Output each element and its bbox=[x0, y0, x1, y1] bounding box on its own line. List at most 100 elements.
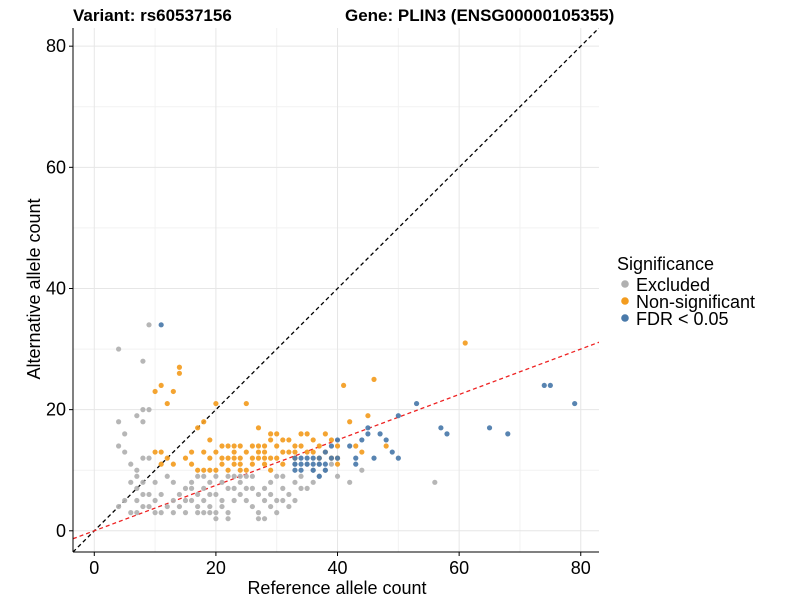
data-point-excluded bbox=[134, 497, 140, 504]
data-point-non-significant bbox=[280, 437, 286, 443]
data-point-non-significant bbox=[188, 461, 195, 467]
data-point-excluded bbox=[170, 510, 176, 516]
data-point-non-significant bbox=[280, 449, 286, 455]
data-point-non-significant bbox=[237, 467, 243, 473]
data-point-excluded bbox=[152, 510, 158, 516]
data-point-excluded bbox=[116, 419, 122, 425]
data-point-non-significant bbox=[255, 455, 262, 461]
y-axis-title: Alternative allele count bbox=[24, 198, 44, 379]
x-tick-label: 80 bbox=[571, 558, 591, 578]
data-point-excluded bbox=[249, 503, 255, 510]
data-point-excluded bbox=[128, 461, 134, 467]
data-point-non-significant bbox=[231, 455, 237, 461]
data-point-excluded bbox=[140, 479, 146, 485]
data-point-non-significant bbox=[274, 455, 280, 461]
data-point-non-significant bbox=[164, 455, 170, 461]
data-point-excluded bbox=[188, 485, 195, 491]
data-point-excluded bbox=[274, 473, 280, 479]
data-point-fdr-0-05 bbox=[365, 431, 371, 437]
data-point-excluded bbox=[274, 510, 280, 516]
data-point-non-significant bbox=[274, 443, 280, 449]
data-point-fdr-0-05 bbox=[486, 425, 493, 431]
data-point-fdr-0-05 bbox=[304, 455, 310, 461]
data-point-non-significant bbox=[195, 467, 201, 473]
data-point-excluded bbox=[298, 473, 304, 479]
data-point-excluded bbox=[243, 473, 249, 479]
data-point-excluded bbox=[268, 491, 274, 498]
x-tick-label: 60 bbox=[449, 558, 469, 578]
data-points bbox=[116, 322, 578, 522]
chart-title-gene: Gene: PLIN3 (ENSG00000105355) bbox=[345, 6, 614, 25]
data-point-non-significant bbox=[261, 455, 268, 461]
data-point-excluded bbox=[140, 358, 146, 364]
y-tick-label: 80 bbox=[46, 36, 66, 56]
data-point-excluded bbox=[140, 407, 146, 413]
data-point-excluded bbox=[243, 497, 249, 504]
data-point-non-significant bbox=[353, 443, 359, 449]
data-point-fdr-0-05 bbox=[322, 461, 328, 467]
data-point-non-significant bbox=[237, 443, 243, 449]
data-point-fdr-0-05 bbox=[334, 437, 341, 443]
data-point-fdr-0-05 bbox=[328, 455, 335, 461]
data-point-excluded bbox=[195, 491, 201, 498]
data-point-excluded bbox=[182, 497, 189, 504]
data-point-excluded bbox=[164, 503, 170, 510]
data-point-excluded bbox=[134, 510, 140, 516]
data-point-fdr-0-05 bbox=[395, 455, 401, 461]
data-point-fdr-0-05 bbox=[310, 467, 316, 473]
data-point-fdr-0-05 bbox=[383, 437, 389, 443]
data-point-non-significant bbox=[188, 449, 195, 455]
data-point-non-significant bbox=[158, 449, 164, 455]
data-point-non-significant bbox=[213, 467, 219, 473]
data-point-excluded bbox=[304, 485, 310, 491]
data-point-non-significant bbox=[316, 443, 322, 449]
data-point-excluded bbox=[140, 491, 146, 498]
data-point-excluded bbox=[347, 479, 353, 485]
data-point-non-significant bbox=[280, 461, 286, 467]
data-point-excluded bbox=[261, 485, 268, 491]
data-point-non-significant bbox=[152, 449, 158, 455]
data-point-non-significant bbox=[383, 443, 389, 449]
grid-lines bbox=[73, 28, 599, 552]
data-point-excluded bbox=[195, 503, 201, 510]
data-point-excluded bbox=[140, 419, 146, 425]
data-point-non-significant bbox=[268, 437, 274, 443]
data-point-excluded bbox=[146, 407, 152, 413]
x-tick-label: 20 bbox=[206, 558, 226, 578]
data-point-excluded bbox=[146, 455, 152, 461]
data-point-fdr-0-05 bbox=[310, 461, 316, 467]
data-point-excluded bbox=[249, 485, 255, 491]
data-point-excluded bbox=[280, 485, 286, 491]
data-point-excluded bbox=[213, 510, 219, 516]
data-point-non-significant bbox=[347, 419, 353, 425]
data-point-excluded bbox=[237, 473, 243, 479]
data-point-non-significant bbox=[243, 449, 249, 455]
data-point-excluded bbox=[219, 497, 225, 504]
data-point-non-significant bbox=[201, 449, 207, 455]
data-point-non-significant bbox=[249, 455, 255, 461]
data-point-excluded bbox=[268, 479, 274, 485]
data-point-non-significant bbox=[201, 419, 207, 425]
data-point-excluded bbox=[188, 497, 195, 504]
data-point-non-significant bbox=[365, 413, 371, 419]
data-point-excluded bbox=[170, 497, 176, 504]
legend-key-0 bbox=[621, 280, 629, 288]
data-point-non-significant bbox=[255, 443, 262, 449]
data-point-non-significant bbox=[268, 467, 274, 473]
data-point-excluded bbox=[176, 491, 183, 498]
data-point-non-significant bbox=[359, 449, 365, 455]
data-point-non-significant bbox=[274, 431, 280, 437]
data-point-fdr-0-05 bbox=[347, 443, 353, 449]
data-point-fdr-0-05 bbox=[304, 461, 310, 467]
data-point-fdr-0-05 bbox=[322, 467, 328, 473]
data-point-non-significant bbox=[219, 461, 225, 467]
data-point-non-significant bbox=[286, 437, 292, 443]
data-point-non-significant bbox=[231, 443, 237, 449]
data-point-excluded bbox=[334, 473, 341, 479]
data-point-non-significant bbox=[261, 449, 268, 455]
data-point-fdr-0-05 bbox=[359, 437, 365, 443]
data-point-excluded bbox=[116, 443, 122, 449]
data-point-non-significant bbox=[207, 455, 213, 461]
data-point-non-significant bbox=[152, 388, 158, 395]
